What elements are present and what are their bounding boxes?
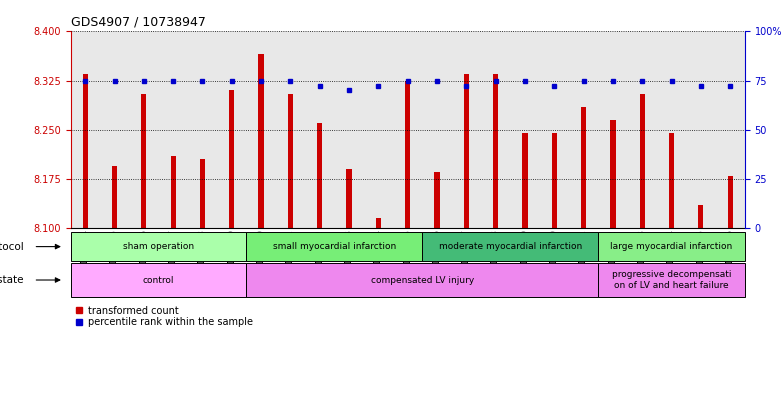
Bar	[246, 31, 276, 228]
Bar	[423, 31, 452, 228]
Bar	[364, 31, 393, 228]
Bar	[246, 232, 423, 261]
Bar	[200, 159, 205, 228]
Legend: transformed count, percentile rank within the sample: transformed count, percentile rank withi…	[75, 305, 253, 327]
Bar	[657, 31, 686, 228]
Bar	[539, 31, 569, 228]
Text: progressive decompensati
on of LV and heart failure: progressive decompensati on of LV and he…	[612, 270, 731, 290]
Bar	[246, 263, 598, 297]
Text: sham operation: sham operation	[123, 242, 194, 251]
Bar	[112, 166, 117, 228]
Bar	[598, 263, 745, 297]
Bar	[463, 74, 469, 228]
Bar	[393, 31, 423, 228]
Bar	[434, 172, 440, 228]
Bar	[71, 263, 246, 297]
Bar	[376, 218, 381, 228]
Bar	[552, 133, 557, 228]
Bar	[158, 31, 188, 228]
Bar	[481, 31, 510, 228]
Bar	[347, 169, 352, 228]
Bar	[569, 31, 598, 228]
Bar	[217, 31, 246, 228]
Bar	[141, 94, 147, 228]
Bar	[493, 74, 499, 228]
Text: protocol: protocol	[0, 242, 24, 252]
Bar	[510, 31, 539, 228]
Bar	[627, 31, 657, 228]
Bar	[598, 31, 627, 228]
Text: control: control	[143, 275, 174, 285]
Bar	[686, 31, 716, 228]
Bar	[288, 94, 293, 228]
Bar	[171, 156, 176, 228]
Bar	[728, 176, 733, 228]
Bar	[276, 31, 305, 228]
Bar	[640, 94, 644, 228]
Text: moderate myocardial infarction: moderate myocardial infarction	[439, 242, 582, 251]
Bar	[188, 31, 217, 228]
Bar	[452, 31, 481, 228]
Bar	[423, 232, 598, 261]
Bar	[259, 54, 263, 228]
Bar	[305, 31, 335, 228]
Bar	[522, 133, 528, 228]
Bar	[581, 107, 586, 228]
Bar	[610, 120, 615, 228]
Bar	[699, 205, 703, 228]
Bar	[71, 31, 100, 228]
Bar	[82, 74, 88, 228]
Text: compensated LV injury: compensated LV injury	[371, 275, 474, 285]
Text: GDS4907 / 10738947: GDS4907 / 10738947	[71, 16, 205, 29]
Bar	[669, 133, 674, 228]
Bar	[229, 90, 234, 228]
Bar	[317, 123, 322, 228]
Bar	[100, 31, 129, 228]
Text: large myocardial infarction: large myocardial infarction	[611, 242, 732, 251]
Text: small myocardial infarction: small myocardial infarction	[273, 242, 396, 251]
Bar	[71, 232, 246, 261]
Bar	[129, 31, 158, 228]
Bar	[405, 81, 410, 228]
Bar	[335, 31, 364, 228]
Bar	[598, 232, 745, 261]
Bar	[716, 31, 745, 228]
Text: disease state: disease state	[0, 275, 24, 285]
